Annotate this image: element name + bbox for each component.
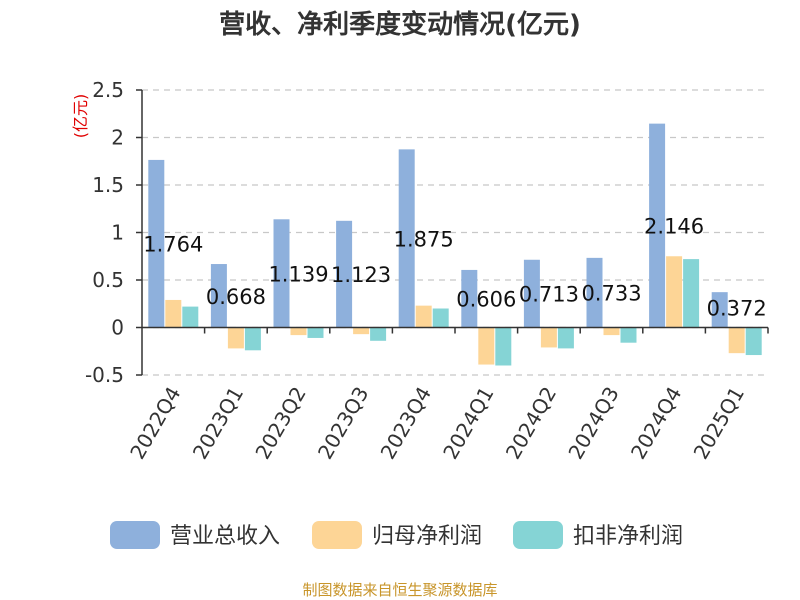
bar-2023Q1-series-0 <box>210 264 227 328</box>
data-label-2024Q2: 0.713 <box>519 283 579 307</box>
bar-2025Q1-series-0 <box>711 292 728 328</box>
bar-2023Q3-series-2 <box>370 327 387 341</box>
x-tick-label: 2024Q2 <box>501 383 561 464</box>
bar-2024Q3-series-2 <box>620 327 637 343</box>
chart-title: 营收、净利季度变动情况(亿元) <box>219 9 581 40</box>
legend-swatch-2 <box>513 521 563 549</box>
bar-2022Q4-series-2 <box>182 306 199 328</box>
bar-2023Q4-series-2 <box>432 308 449 328</box>
bar-2023Q3-series-1 <box>353 327 370 335</box>
bar-2023Q4-series-1 <box>415 305 432 328</box>
bar-2023Q2-series-0 <box>273 219 290 328</box>
bar-2023Q2-series-2 <box>307 327 324 338</box>
bar-2024Q1-series-2 <box>495 327 512 366</box>
legend-label-1: 归母净利润 <box>372 524 482 549</box>
source-note: 制图数据来自恒生聚源数据库 <box>302 581 497 599</box>
bar-2024Q3-series-1 <box>603 327 620 336</box>
legend-swatch-0 <box>110 521 160 549</box>
bar-2024Q2-series-2 <box>557 327 574 349</box>
data-label-2024Q3: 0.733 <box>581 282 641 306</box>
bar-2024Q3-series-0 <box>586 257 603 328</box>
bar-2024Q1-series-1 <box>478 327 495 365</box>
data-label-2022Q4: 1.764 <box>143 233 203 257</box>
x-tick-label: 2023Q2 <box>250 383 310 464</box>
data-label-2023Q3: 1.123 <box>331 263 391 287</box>
x-tick-label: 2022Q4 <box>125 383 185 464</box>
y-tick-label: 0 <box>111 316 124 340</box>
bar-2022Q4-series-1 <box>165 299 182 328</box>
data-label-2024Q4: 2.146 <box>644 215 704 239</box>
bar-2024Q4-series-2 <box>683 259 700 328</box>
x-tick-label: 2025Q1 <box>689 383 749 464</box>
data-label-2025Q1: 0.372 <box>707 297 767 321</box>
data-label-2023Q4: 1.875 <box>394 227 454 251</box>
bar-2024Q4-series-0 <box>649 123 666 328</box>
bar-2024Q4-series-1 <box>666 256 683 328</box>
x-tick-label: 2024Q1 <box>438 383 498 464</box>
y-axis-unit: (亿元) <box>71 94 90 139</box>
legend-label-2: 扣非净利润 <box>573 524 683 549</box>
axes: -0.5 0 0.5 1 1.5 2 2.5 2022Q4 2023Q1 2023Q2 2023Q3… <box>85 78 769 464</box>
data-label-2023Q2: 1.139 <box>268 262 328 286</box>
bar-2023Q3-series-0 <box>336 220 353 328</box>
bar-2025Q1-series-2 <box>745 327 762 356</box>
bar-2023Q4-series-0 <box>398 149 415 328</box>
bar-2023Q2-series-1 <box>290 327 307 336</box>
bar-2024Q2-series-1 <box>540 327 557 348</box>
x-tick-label: 2023Q4 <box>376 383 436 464</box>
y-tick-label: 2 <box>111 126 124 150</box>
legend: 营业总收入 归母净利润 扣非净利润 <box>110 521 683 549</box>
y-tick-label: 1.5 <box>92 173 124 197</box>
bar-2023Q1-series-1 <box>227 327 244 349</box>
y-tick-label: 0.5 <box>92 268 124 292</box>
bars <box>148 123 762 366</box>
bar-2025Q1-series-1 <box>728 327 745 354</box>
x-tick-label: 2023Q1 <box>188 383 248 464</box>
x-tick-label: 2023Q3 <box>313 383 373 464</box>
data-label-2023Q1: 0.668 <box>206 285 266 309</box>
legend-swatch-1 <box>312 521 362 549</box>
bar-2024Q1-series-0 <box>461 269 478 328</box>
bar-2024Q2-series-0 <box>523 259 540 328</box>
y-tick-label: 2.5 <box>92 78 124 102</box>
y-tick-label: -0.5 <box>85 363 124 387</box>
bar-2023Q1-series-2 <box>244 327 261 351</box>
legend-label-0: 营业总收入 <box>170 524 280 549</box>
data-label-2024Q1: 0.606 <box>456 288 516 312</box>
bar-2022Q4-series-0 <box>148 159 165 328</box>
x-tick-label: 2024Q3 <box>563 383 623 464</box>
x-tick-label: 2024Q4 <box>626 383 686 464</box>
y-tick-label: 1 <box>111 221 124 245</box>
